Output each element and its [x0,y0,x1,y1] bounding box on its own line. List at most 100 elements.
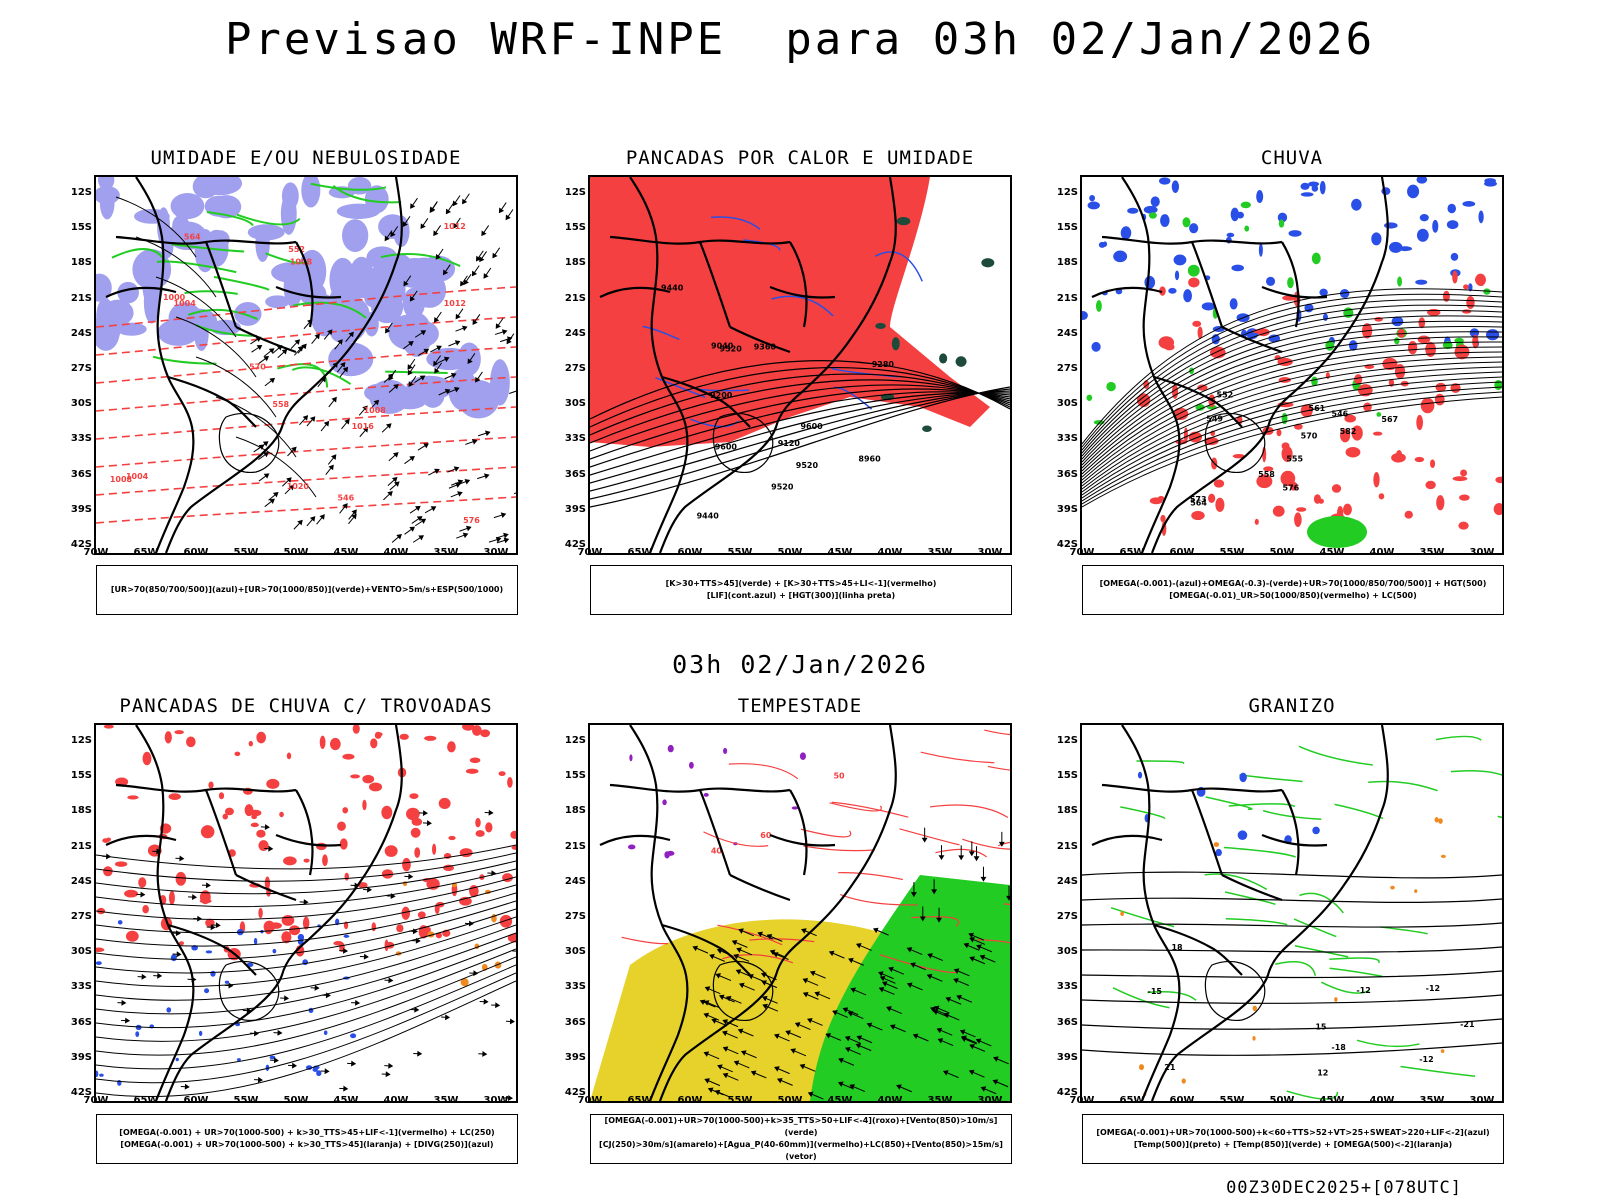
lon-tick-label: 65W [627,1095,653,1106]
lon-tick-label: 50W [283,1095,309,1106]
lat-tick-label: 27S [1056,911,1078,922]
omega-orange-field [1120,817,1446,1097]
contour-label: 582 [1340,427,1357,436]
contour-label: 1008 [110,475,133,484]
lat-tick-label: 18S [70,805,92,817]
lat-tick-label: 30S [1056,398,1078,410]
lon-tick-label: 70W [1069,547,1095,558]
streamline-arrows [102,809,516,1101]
hgt500-contours [1082,288,1502,508]
lon-tick-label: 70W [83,547,109,558]
lat-tick-label: 24S [1056,327,1078,339]
lat-tick-label: 39S [70,503,92,515]
contour-label: 18 [1171,943,1183,952]
lat-tick-label: 30S [1056,946,1078,958]
lat-tick-label: 30S [564,398,586,410]
lat-tick-label: 21S [70,840,92,852]
lat-tick-label: 42S [564,1087,586,1098]
lon-tick-label: 40W [877,547,903,558]
lat-tick-label: 33S [1056,433,1078,445]
lon-tick-label: 55W [1219,547,1245,558]
contour-label: 9440 [661,284,684,293]
panel-title-chuva: CHUVA [1260,147,1324,169]
contour-label: 8960 [858,454,881,463]
lat-tick-label: 39S [564,503,586,515]
lat-tick-label: 24S [70,327,92,339]
lon-tick-label: 45W [1319,547,1345,558]
coastline [599,725,897,1101]
lon-tick-label: 30W [483,547,509,558]
lat-tick-label: 36S [564,468,586,480]
contour-label: -12 [1356,986,1370,995]
lon-tick-label: 70W [577,547,603,558]
contour-label: 1000 [163,293,186,302]
contour-label: 1012 [444,299,466,308]
lon-tick-label: 55W [727,1095,753,1106]
legend-chuva: [OMEGA(-0.001)-(azul)+OMEGA(-0.3)-(verde… [1082,565,1504,615]
lon-tick-label: 50W [777,547,803,558]
lon-tick-label: 35W [1419,1095,1445,1106]
lon-tick-label: 40W [877,1095,903,1106]
contour-label: 567 [1381,415,1398,424]
lon-tick-label: 30W [977,547,1003,558]
contour-label: 9520 [771,482,794,491]
contour-label: 1012 [444,222,466,231]
lon-tick-label: 30W [977,1095,1003,1106]
lon-tick-label: 65W [133,547,159,558]
contour-label: 9280 [872,360,895,369]
lat-tick-label: 18S [1056,257,1078,269]
contour-label: 570 [1301,432,1318,441]
lat-tick-label: 12S [1056,735,1078,746]
legend-tempestade: [OMEGA(-0.001)+UR>70(1000-500)+k>35_TTS>… [590,1114,1012,1164]
map-trovoadas [94,723,518,1103]
coastline [1091,725,1389,1101]
lat-tick-label: 15S [564,770,586,782]
contour-label: 9040 [711,341,734,350]
lon-tick-label: 35W [927,1095,953,1106]
contour-label: 9600 [715,443,738,452]
legend-umidade: [UR>70(850/700/500)](azul)+[UR>70(1000/8… [96,565,518,615]
lon-tick-label: 40W [383,547,409,558]
lon-tick-label: 40W [1369,547,1395,558]
lat-tick-label: 27S [1056,363,1078,374]
contour-label: 9200 [710,391,733,400]
lat-tick-label: 33S [564,981,586,993]
panel-title-pancadas: PANCADAS POR CALOR E UMIDADE [625,147,975,169]
contour-label: 9120 [778,439,801,448]
lon-tick-label: 50W [1269,1095,1295,1106]
lon-tick-label: 45W [333,1095,359,1106]
thickness-dashed-contours [96,286,516,524]
precip-water-contours [621,729,1010,974]
contour-label: 573 [1190,495,1207,504]
lat-tick-label: 12S [70,187,92,198]
lat-tick-label: 27S [564,911,586,922]
legend-line: [OMEGA(-0.001) + UR>70(1000-500) + k>30_… [119,1128,495,1137]
lon-tick-label: 60W [677,1095,703,1106]
contour-label: 576 [1283,483,1300,492]
lat-tick-label: 12S [70,735,92,746]
lon-tick-label: 45W [827,1095,853,1106]
lon-tick-label: 60W [183,1095,209,1106]
lon-tick-label: 55W [727,547,753,558]
coastline [105,725,403,1101]
lon-tick-label: 55W [233,547,259,558]
lat-tick-label: 42S [70,1087,92,1098]
lon-tick-label: 65W [133,1095,159,1106]
lon-tick-label: 70W [1069,1095,1095,1106]
lat-tick-label: 12S [1056,187,1078,198]
contour-label: 40 [711,847,723,856]
lat-tick-label: 21S [1056,840,1078,852]
lon-tick-label: 50W [777,1095,803,1106]
lat-tick-label: 18S [70,257,92,269]
lon-tick-label: 30W [1469,1095,1495,1106]
lon-tick-label: 30W [483,1095,509,1106]
lat-tick-label: 33S [1056,981,1078,993]
lon-tick-label: 35W [1419,547,1445,558]
temp850-contours [1110,735,1502,1100]
legend-line: [OMEGA(-0.001)+UR>70(1000-500)+k<60+TTS>… [1096,1128,1490,1137]
map-umidade: 1012 1008 1008 1016 1012 1008 1004 1004 1000 1020… [94,175,518,555]
contour-label: 1016 [352,422,375,431]
lat-tick-label: 24S [70,875,92,887]
contour-label: 50 [833,772,845,781]
lat-tick-label: 27S [70,363,92,374]
